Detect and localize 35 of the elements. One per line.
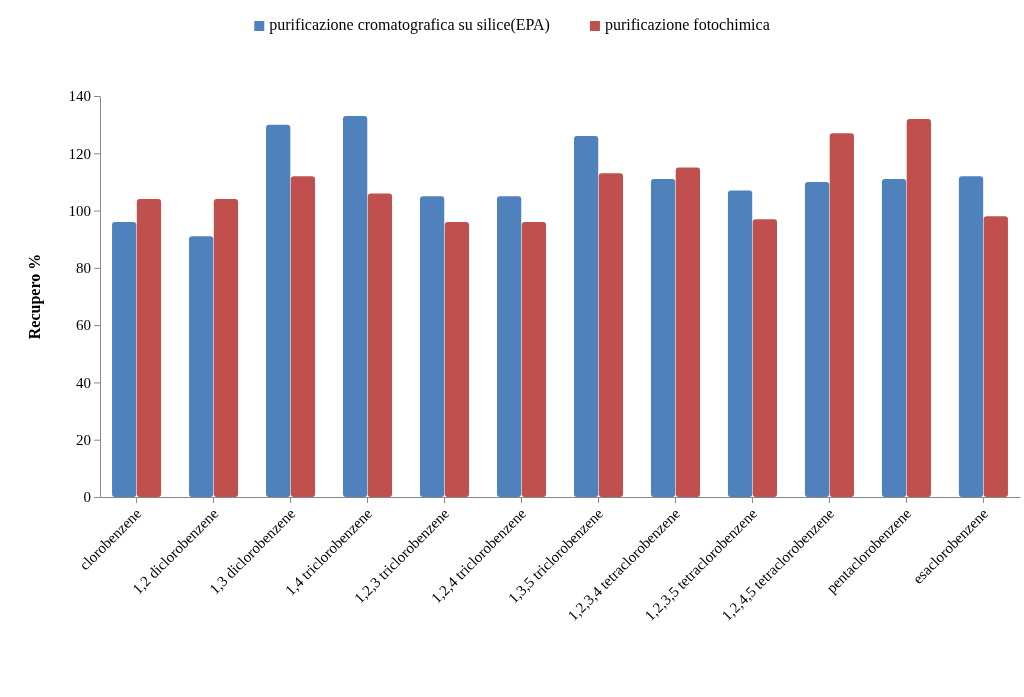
bar [343,116,368,497]
bar [189,236,214,497]
legend-label: purificazione fotochimica [604,16,770,34]
bar [496,196,522,497]
bar [829,133,854,497]
legend-label: purificazione cromatografica su silice(EPA) [269,16,550,34]
bar [881,179,907,497]
bar [573,136,599,497]
bar [444,222,470,497]
bar [983,216,1008,497]
y-tick-label: 40 [76,374,91,391]
bar [367,193,393,497]
y-axis-title: Recupero % [26,253,44,340]
bar [958,176,984,497]
y-tick-label: 60 [76,317,91,334]
bar [213,199,239,497]
bar [752,219,777,497]
bar [727,190,753,497]
bar [266,124,291,497]
bar [675,167,701,497]
y-tick-label: 0 [83,489,91,506]
bar [419,196,445,497]
bar [112,222,137,497]
y-tick-label: 100 [68,202,91,219]
y-tick-label: 120 [68,145,91,162]
bar [804,181,830,497]
bar [521,222,547,497]
bar [290,176,316,497]
bar [650,179,676,497]
bar [598,173,624,497]
y-tick-label: 140 [68,88,91,105]
bar [906,118,931,497]
y-tick-label: 20 [76,432,91,449]
bar [136,199,162,497]
y-tick-label: 80 [76,260,91,277]
